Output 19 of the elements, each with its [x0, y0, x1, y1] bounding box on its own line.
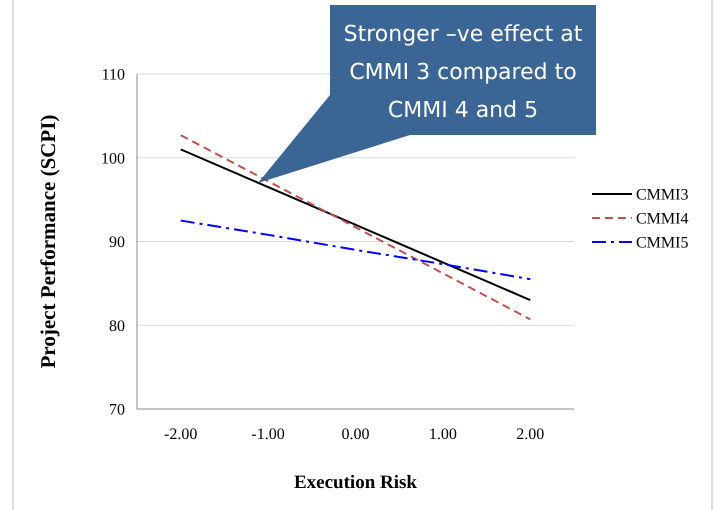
- line-series: [180, 220, 532, 280]
- y-tick-label: 70: [109, 402, 125, 419]
- y-tick-label: 100: [101, 150, 125, 168]
- x-tick-label: 0.00: [342, 426, 370, 443]
- annotation: Stronger –ve effect at CMMI 3 compared to CMMI 4 and 5: [344, 22, 583, 123]
- y-tick-label: 80: [109, 318, 125, 335]
- x-tick-label: -2.00: [164, 426, 198, 443]
- legend-label: CMMI4: [636, 210, 688, 228]
- y-tick-label: 90: [109, 234, 125, 252]
- y-tick-label: 110: [102, 66, 125, 84]
- line-series: [180, 134, 532, 320]
- y-axis-title: Project Performance (SCPI): [36, 114, 60, 368]
- legend-label: CMMI5: [636, 234, 688, 252]
- x-tick-label: -1.00: [251, 426, 285, 443]
- legend-label: CMMI3: [636, 186, 688, 204]
- x-axis-title: Execution Risk: [294, 472, 418, 493]
- x-tick-label: 2.00: [516, 426, 544, 443]
- line-series: [180, 148, 532, 302]
- x-tick-label: 1.00: [428, 426, 457, 443]
